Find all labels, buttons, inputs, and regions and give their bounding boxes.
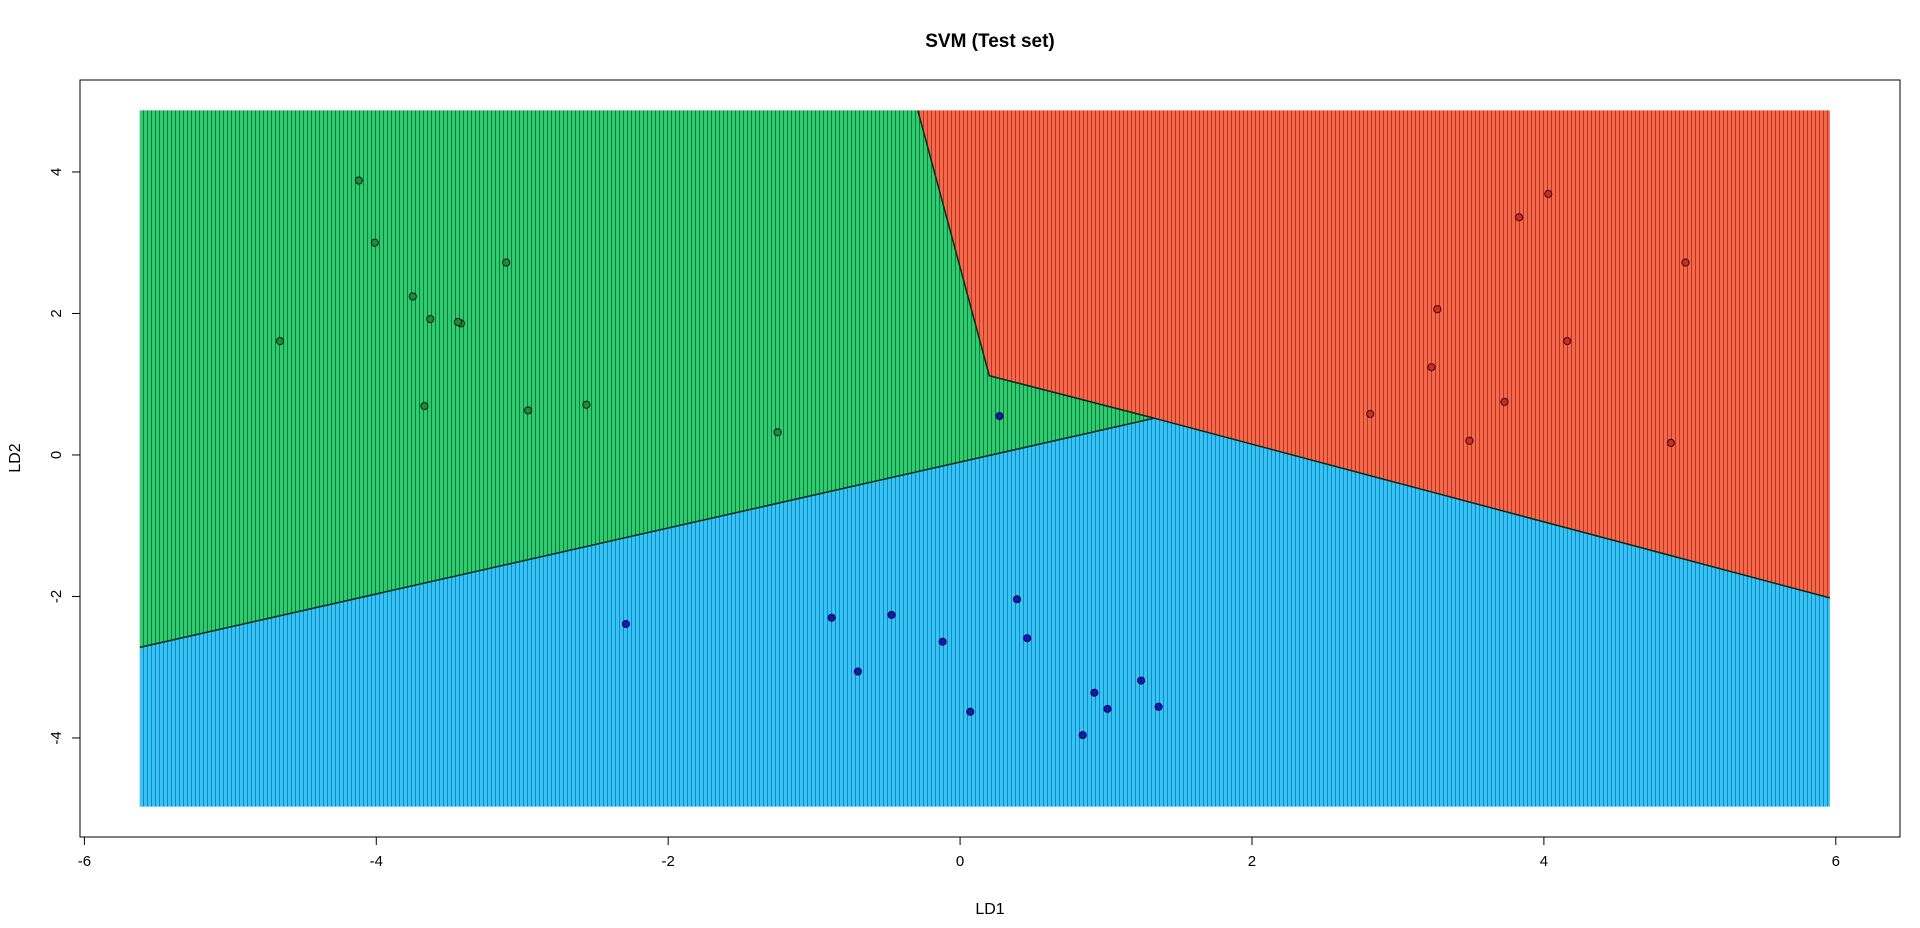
y-axis: -4 -2 0 2 4: [48, 168, 81, 745]
data-point: [1681, 258, 1690, 267]
chart-title: SVM (Test set): [925, 31, 1055, 52]
data-point: [1366, 409, 1375, 418]
decision-boundary: [139, 417, 1155, 649]
data-point: [966, 707, 975, 716]
region-red: [917, 110, 1830, 598]
data-point: [354, 176, 363, 185]
data-point: [275, 337, 284, 346]
data-point: [1078, 731, 1087, 740]
data-point: [1544, 189, 1553, 198]
data-point: [502, 258, 511, 267]
region-green: [139, 110, 1155, 648]
y-tick-label: -4: [48, 731, 65, 744]
x-tick-label: 6: [1832, 853, 1840, 870]
data-point: [1563, 337, 1572, 346]
y-axis-label: LD2: [7, 443, 24, 472]
data-point: [1666, 438, 1675, 447]
data-point: [1515, 213, 1524, 222]
x-tick-label: 0: [956, 853, 964, 870]
data-point: [420, 402, 429, 411]
data-point: [1103, 704, 1112, 713]
data-point: [1427, 363, 1436, 372]
region-blue: [139, 418, 1830, 807]
data-point: [1137, 676, 1146, 685]
data-point: [1154, 702, 1163, 711]
data-point: [524, 406, 533, 415]
data-point: [370, 238, 379, 247]
x-tick-label: -2: [662, 853, 675, 870]
data-point: [453, 317, 462, 326]
x-tick-label: -6: [78, 853, 91, 870]
data-point: [1013, 595, 1022, 604]
y-tick-label: -2: [48, 590, 65, 603]
data-point: [827, 613, 836, 622]
x-tick-label: 2: [1248, 853, 1256, 870]
data-point: [887, 610, 896, 619]
x-tick-label: -4: [370, 853, 383, 870]
y-tick-label: 0: [48, 451, 65, 459]
data-point: [1090, 688, 1099, 697]
y-tick-label: 2: [48, 309, 65, 317]
data-point: [621, 620, 630, 629]
x-axis: -6 -4 -2 0 2 4 6: [78, 836, 1840, 870]
decision-boundary: [917, 110, 1155, 419]
decision-regions: [139, 110, 1831, 807]
data-point: [995, 412, 1004, 421]
x-axis-label: LD1: [975, 901, 1004, 918]
data-point: [1023, 634, 1032, 643]
data-point: [426, 315, 435, 324]
data-point: [853, 667, 862, 676]
data-point: [938, 637, 947, 646]
data-point: [408, 292, 417, 301]
y-tick-label: 4: [48, 168, 65, 176]
data-point: [773, 428, 782, 437]
decision-boundary: [1154, 417, 1831, 599]
test-points: [275, 176, 1690, 740]
x-tick-label: 4: [1540, 853, 1548, 870]
data-point: [582, 400, 591, 409]
data-point: [1433, 305, 1442, 314]
data-point: [1500, 397, 1509, 406]
data-point: [1465, 436, 1474, 445]
